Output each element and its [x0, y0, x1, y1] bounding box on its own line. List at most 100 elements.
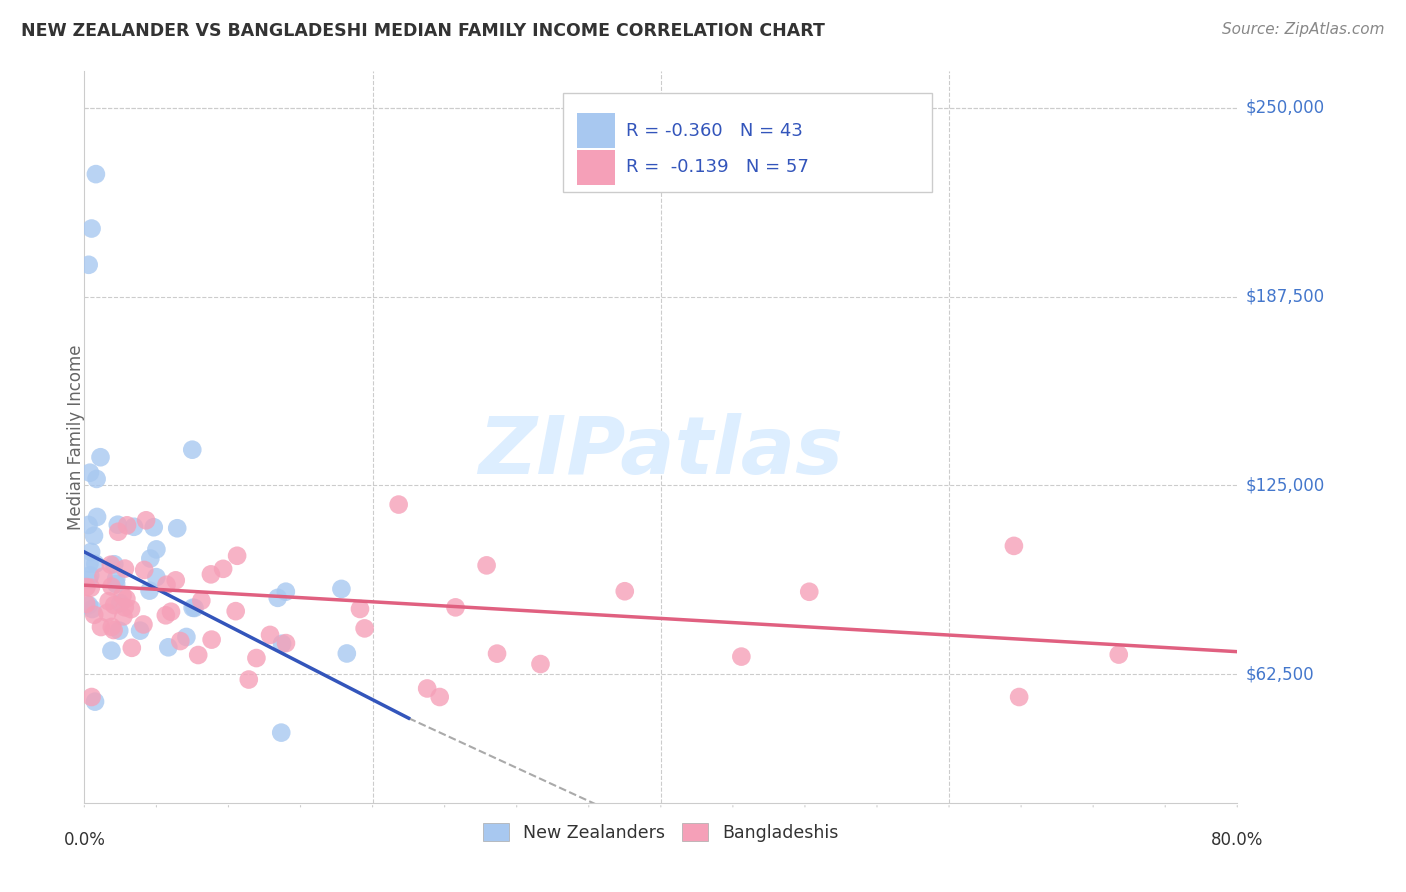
Text: NEW ZEALANDER VS BANGLADESHI MEDIAN FAMILY INCOME CORRELATION CHART: NEW ZEALANDER VS BANGLADESHI MEDIAN FAMI…: [21, 22, 825, 40]
Legend: New Zealanders, Bangladeshis: New Zealanders, Bangladeshis: [477, 816, 845, 849]
Point: [226, 549, 249, 563]
Point: [475, 558, 498, 573]
Point: [259, 628, 281, 642]
Point: [160, 605, 183, 619]
Point: [84, 167, 107, 181]
Point: [183, 601, 205, 615]
Text: $125,000: $125,000: [1246, 476, 1324, 494]
Point: [80, 545, 103, 559]
Point: [83, 607, 105, 622]
Point: [83, 529, 105, 543]
Point: [77, 573, 100, 587]
Point: [181, 600, 204, 615]
Point: [201, 632, 224, 647]
Text: $62,500: $62,500: [1246, 665, 1315, 683]
Point: [274, 584, 297, 599]
Point: [181, 442, 204, 457]
Point: [100, 580, 122, 594]
Point: [134, 563, 156, 577]
Point: [77, 258, 100, 272]
Point: [103, 623, 125, 637]
Point: [388, 498, 411, 512]
Point: [84, 695, 107, 709]
Point: [79, 466, 101, 480]
Text: 0.0%: 0.0%: [63, 830, 105, 848]
Text: Source: ZipAtlas.com: Source: ZipAtlas.com: [1222, 22, 1385, 37]
Point: [107, 524, 129, 539]
Point: [613, 584, 636, 599]
Point: [86, 472, 108, 486]
Point: [79, 568, 101, 582]
Point: [114, 561, 136, 575]
Point: [225, 604, 247, 618]
Text: R = -0.360   N = 43: R = -0.360 N = 43: [626, 122, 803, 140]
Bar: [576, 150, 614, 185]
Point: [75, 597, 97, 611]
Point: [187, 648, 209, 662]
Point: [135, 513, 157, 527]
Point: [122, 520, 145, 534]
Point: [529, 657, 551, 671]
Y-axis label: Median Family Income: Median Family Income: [67, 344, 84, 530]
Point: [416, 681, 439, 696]
Point: [107, 517, 129, 532]
Point: [75, 580, 97, 594]
Bar: [576, 113, 614, 148]
Point: [1108, 648, 1130, 662]
Point: [93, 569, 115, 583]
Point: [108, 624, 131, 638]
Point: [145, 542, 167, 557]
Text: $250,000: $250,000: [1246, 99, 1324, 117]
Point: [82, 602, 104, 616]
Point: [105, 577, 128, 591]
Point: [190, 593, 212, 607]
FancyBboxPatch shape: [562, 94, 932, 192]
Point: [238, 673, 260, 687]
Point: [105, 572, 128, 586]
Point: [139, 551, 162, 566]
Point: [121, 640, 143, 655]
Text: ZIPatlas: ZIPatlas: [478, 413, 844, 491]
Point: [77, 517, 100, 532]
Point: [353, 621, 375, 635]
Point: [103, 598, 125, 612]
Point: [100, 643, 122, 657]
Point: [155, 578, 177, 592]
Point: [115, 518, 138, 533]
Point: [97, 594, 120, 608]
Point: [112, 609, 135, 624]
Point: [270, 725, 292, 739]
Point: [271, 637, 294, 651]
Point: [115, 591, 138, 606]
Point: [349, 602, 371, 616]
Point: [330, 582, 353, 596]
Point: [110, 596, 132, 610]
Point: [157, 640, 180, 655]
Point: [114, 600, 136, 615]
Point: [101, 620, 124, 634]
Point: [142, 520, 165, 534]
Point: [145, 570, 167, 584]
Point: [200, 567, 222, 582]
Point: [444, 600, 467, 615]
Point: [77, 598, 100, 612]
Point: [89, 450, 111, 465]
Point: [111, 589, 134, 603]
Point: [1002, 539, 1025, 553]
Point: [79, 557, 101, 571]
Point: [336, 647, 359, 661]
Point: [176, 630, 198, 644]
Point: [429, 690, 451, 704]
Point: [166, 521, 188, 535]
Text: $187,500: $187,500: [1246, 287, 1324, 306]
Point: [100, 558, 122, 572]
Point: [730, 649, 752, 664]
Text: 80.0%: 80.0%: [1211, 830, 1264, 848]
Point: [120, 602, 142, 616]
Point: [1008, 690, 1031, 704]
Point: [80, 581, 103, 595]
Point: [138, 583, 160, 598]
Text: R =  -0.139   N = 57: R = -0.139 N = 57: [626, 159, 808, 177]
Point: [245, 651, 267, 665]
Point: [86, 510, 108, 524]
